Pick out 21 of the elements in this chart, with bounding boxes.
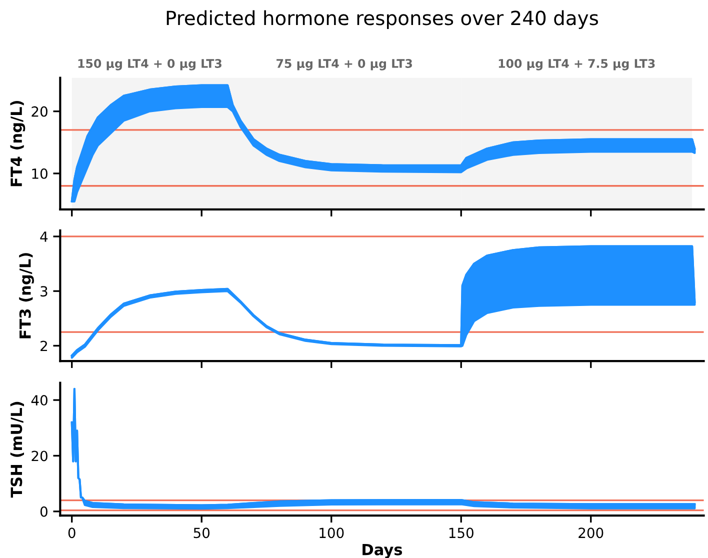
y-tick-label: 3 [40,286,48,297]
y-axis-title: TSH (mU/L) [10,402,24,498]
x-tick-label: 50 [194,528,210,538]
band-label: 75 µg LT4 + 0 µg LT3 [276,59,412,70]
chart-title: Predicted hormone responses over 240 days [166,10,598,30]
y-axis-title: FT3 (ng/L) [19,253,34,338]
y-axis-title: FT4 (ng/L) [10,100,26,186]
y-tick-label: 2 [40,340,47,352]
x-tick-label: 200 [578,528,604,538]
y-tick-label: 40 [31,395,48,406]
y-tick-label: 10 [32,168,48,179]
y-tick-label: 0 [40,506,48,517]
band-label: 150 µg LT4 + 0 µg LT3 [78,59,222,70]
x-tick-label: 150 [449,528,474,538]
x-tick-label: 0 [68,528,76,538]
y-tick-label: 4 [40,232,48,242]
y-tick-label: 20 [32,450,48,462]
band-label: 100 µg LT4 + 7.5 µg LT3 [498,59,655,70]
y-tick-label: 20 [32,106,48,117]
x-tick-label: 100 [320,528,344,538]
x-axis-title: Days [362,544,402,558]
